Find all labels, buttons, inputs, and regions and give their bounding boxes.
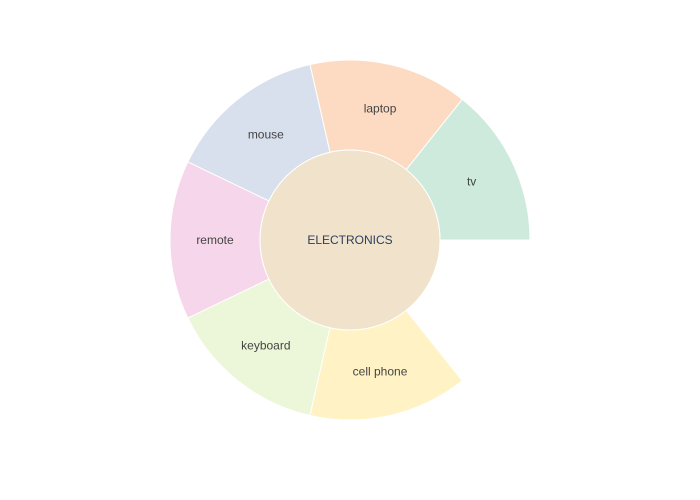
segment-label-cell-phone: cell phone (353, 365, 408, 379)
segments-group: tv laptop mouse remote keyboard cell phone (169, 59, 531, 421)
segment-label-laptop: laptop (364, 101, 397, 115)
center-group: ELECTRONICS (259, 149, 441, 331)
segment-label-tv: tv (467, 174, 476, 188)
segment-label-mouse: mouse (248, 127, 284, 141)
center-label: ELECTRONICS (307, 233, 392, 247)
segment-label-keyboard: keyboard (241, 339, 290, 353)
center-circle[interactable] (259, 149, 441, 331)
segment-label-remote: remote (196, 233, 234, 247)
